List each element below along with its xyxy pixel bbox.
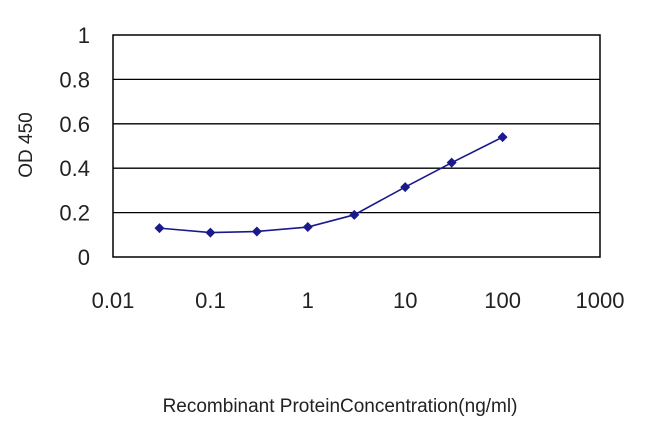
series-line xyxy=(159,136,503,234)
data-point xyxy=(497,132,508,143)
gridlines xyxy=(113,78,600,214)
x-tick-labels: 0.01 0.1 1 10 100 1000 xyxy=(92,288,625,313)
x-tick-label: 1000 xyxy=(576,288,625,313)
y-tick-label: 0.8 xyxy=(59,67,90,92)
data-point xyxy=(251,226,262,237)
x-tick-label: 1 xyxy=(302,288,314,313)
x-tick-label: 0.1 xyxy=(195,288,226,313)
plot-frame xyxy=(112,34,601,258)
data-point xyxy=(400,182,411,193)
series-layer xyxy=(154,132,508,238)
y-tick-label: 0.4 xyxy=(59,156,90,181)
data-point xyxy=(302,222,313,233)
x-axis-title: Recombinant ProteinConcentration(ng/ml) xyxy=(163,396,518,417)
y-tick-label: 0.6 xyxy=(59,112,90,137)
x-tick-label: 10 xyxy=(393,288,417,313)
x-tick-label: 100 xyxy=(484,288,521,313)
x-tick-label: 0.01 xyxy=(92,288,135,313)
data-point xyxy=(154,223,165,234)
y-tick-label: 0 xyxy=(78,245,90,270)
y-tick-label: 1 xyxy=(78,23,90,48)
y-tick-label: 0.2 xyxy=(59,201,90,226)
data-point xyxy=(349,209,360,220)
y-axis-title: OD 450 xyxy=(16,112,37,177)
data-point xyxy=(205,227,216,238)
y-tick-labels: 0 0.2 0.4 0.6 0.8 1 xyxy=(59,23,90,270)
data-point xyxy=(446,157,457,168)
